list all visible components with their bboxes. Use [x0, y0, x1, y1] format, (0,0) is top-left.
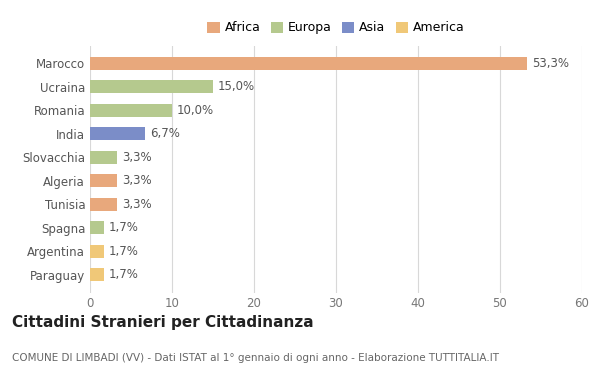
Text: Cittadini Stranieri per Cittadinanza: Cittadini Stranieri per Cittadinanza — [12, 315, 314, 330]
Bar — [90, 80, 213, 93]
Text: 3,3%: 3,3% — [122, 198, 152, 211]
Bar — [90, 174, 117, 187]
Text: 10,0%: 10,0% — [177, 104, 214, 117]
Bar — [90, 198, 117, 211]
Bar — [90, 245, 104, 258]
Bar — [90, 57, 527, 70]
Legend: Africa, Europa, Asia, America: Africa, Europa, Asia, America — [205, 19, 467, 37]
Text: 1,7%: 1,7% — [109, 245, 139, 258]
Text: 1,7%: 1,7% — [109, 222, 139, 234]
Text: 3,3%: 3,3% — [122, 151, 152, 164]
Text: COMUNE DI LIMBADI (VV) - Dati ISTAT al 1° gennaio di ogni anno - Elaborazione TU: COMUNE DI LIMBADI (VV) - Dati ISTAT al 1… — [12, 353, 499, 363]
Bar — [90, 127, 145, 140]
Bar — [90, 222, 104, 234]
Text: 53,3%: 53,3% — [532, 57, 569, 70]
Bar — [90, 151, 117, 164]
Bar — [90, 104, 172, 117]
Text: 6,7%: 6,7% — [150, 127, 180, 140]
Text: 1,7%: 1,7% — [109, 268, 139, 282]
Text: 3,3%: 3,3% — [122, 174, 152, 187]
Bar — [90, 268, 104, 281]
Text: 15,0%: 15,0% — [218, 80, 255, 93]
